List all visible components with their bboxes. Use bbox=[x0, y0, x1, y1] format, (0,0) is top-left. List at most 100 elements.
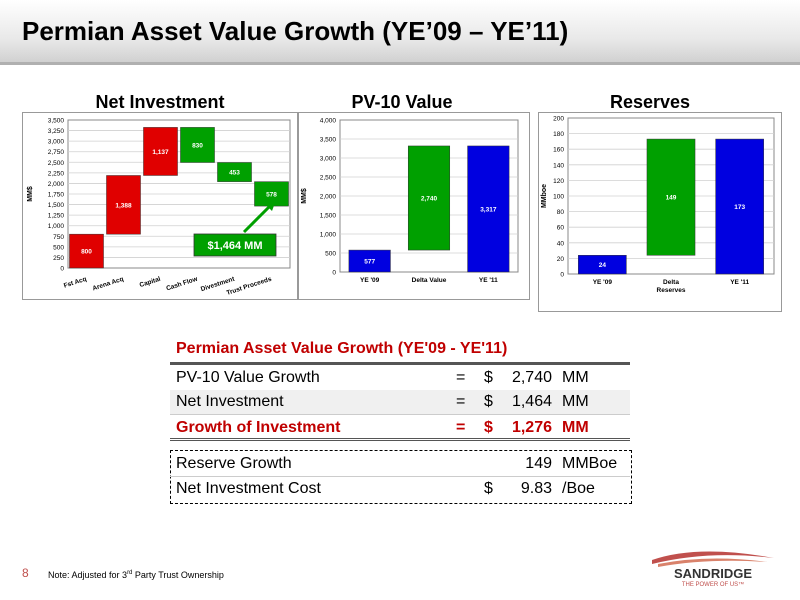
x-tick-label: YE '09 bbox=[360, 277, 380, 284]
bar-value-label: 800 bbox=[81, 249, 92, 256]
row-label: Net Investment Cost bbox=[176, 480, 321, 497]
callout-text: $1,464 MM bbox=[207, 240, 262, 252]
callout-arrowhead bbox=[265, 200, 276, 211]
bar-value-label: 1,388 bbox=[115, 202, 132, 209]
y-tick-label: 2,250 bbox=[48, 170, 65, 177]
bar-1 bbox=[646, 138, 696, 256]
bar-2 bbox=[715, 138, 764, 275]
y-tick-label: 180 bbox=[553, 131, 564, 138]
y-tick-label: 40 bbox=[557, 240, 565, 247]
y-tick-label: 500 bbox=[53, 244, 64, 251]
row-value: 9.83 bbox=[520, 480, 552, 497]
row-value: 1,464 bbox=[511, 393, 552, 410]
summary-row-net-investment-cost: Net Investment Cost $ 9.83 /Boe bbox=[170, 477, 630, 501]
callout-box bbox=[193, 233, 277, 257]
y-tick-label: 4,000 bbox=[320, 118, 337, 125]
reserves-chart: 0 20 40 60 80 100 120 140 160 180 200 MMboe 24 YE '09… bbox=[538, 112, 782, 312]
row-label: PV-10 Value Growth bbox=[176, 369, 320, 386]
row-currency: $ bbox=[484, 393, 493, 410]
summary-rule bbox=[170, 362, 630, 365]
bar-0 bbox=[69, 233, 104, 269]
summary-row-growth-of-investment: Growth of Investment = $ 1,276 MM bbox=[170, 416, 630, 441]
logo-wordmark: SANDRIDGE bbox=[674, 566, 752, 581]
bar-1 bbox=[407, 145, 451, 251]
summary-title: Permian Asset Value Growth (YE'09 - YE'1… bbox=[176, 340, 508, 357]
y-tick-label: 500 bbox=[325, 251, 336, 258]
row-equals: = bbox=[456, 419, 466, 436]
y-tick-label: 3,500 bbox=[48, 118, 65, 125]
row-equals: = bbox=[456, 369, 466, 386]
bar-value-label: 577 bbox=[364, 259, 375, 266]
bar-value-label: 24 bbox=[599, 262, 607, 269]
row-equals: = bbox=[456, 393, 466, 410]
y-tick-label: 1,750 bbox=[48, 192, 65, 199]
header-divider bbox=[0, 62, 800, 65]
row-value: 1,276 bbox=[511, 419, 552, 436]
y-tick-label: 3,250 bbox=[48, 128, 65, 135]
y-tick-label: 3,000 bbox=[320, 156, 337, 163]
summary-row-net-investment: Net Investment = $ 1,464 MM bbox=[170, 390, 630, 415]
y-tick-label: 1,500 bbox=[320, 213, 337, 220]
bar-value-label: 453 bbox=[229, 170, 240, 177]
bar-3 bbox=[180, 127, 215, 163]
y-tick-label: 2,500 bbox=[320, 175, 337, 182]
y-axis-label: MMboe bbox=[541, 184, 548, 208]
row-label: Net Investment bbox=[176, 393, 284, 410]
row-unit: MMBoe bbox=[562, 455, 618, 472]
y-tick-label: 3,500 bbox=[320, 137, 337, 144]
row-unit: /Boe bbox=[562, 480, 595, 497]
x-tick-label: YE '11 bbox=[730, 279, 749, 286]
chart-title-reserves: Reserves bbox=[609, 92, 691, 112]
y-tick-label: 0 bbox=[332, 270, 336, 277]
bar-0 bbox=[578, 255, 627, 275]
row-currency: $ bbox=[484, 419, 493, 436]
y-tick-label: 0 bbox=[560, 272, 564, 279]
chart-title-net-investment: Net Investment bbox=[95, 92, 225, 112]
y-tick-label: 160 bbox=[553, 147, 564, 154]
y-tick-label: 250 bbox=[53, 255, 64, 262]
y-tick-label: 1,000 bbox=[320, 232, 337, 239]
y-tick-label: 80 bbox=[557, 209, 565, 216]
page-title: Permian Asset Value Growth (YE’09 – YE’1… bbox=[22, 16, 569, 46]
bar-2 bbox=[143, 127, 178, 176]
bar-value-label: 173 bbox=[734, 204, 745, 211]
summary-row-reserve-growth: Reserve Growth 149 MMBoe bbox=[170, 452, 630, 477]
row-label: Growth of Investment bbox=[176, 419, 341, 436]
reserve-summary-box bbox=[170, 450, 632, 504]
y-tick-label: 100 bbox=[553, 194, 564, 201]
row-value: 149 bbox=[525, 455, 552, 472]
summary-row-pv10-growth: PV-10 Value Growth = $ 2,740 MM bbox=[170, 366, 630, 391]
y-tick-label: 2,000 bbox=[48, 181, 65, 188]
bar-2 bbox=[467, 145, 510, 273]
row-value: 2,740 bbox=[511, 369, 552, 386]
bar-value-label: 3,317 bbox=[480, 206, 497, 213]
pv10-value-chart: 0 500 1,000 1,500 2,000 2,500 3,000 3,500 4,000 M… bbox=[298, 112, 530, 300]
page-number: 8 bbox=[22, 566, 29, 580]
header-bar bbox=[0, 0, 800, 64]
y-tick-label: 2,000 bbox=[320, 194, 337, 201]
bar-value-label: 1,137 bbox=[152, 149, 169, 156]
row-currency: $ bbox=[484, 480, 493, 497]
y-tick-label: 120 bbox=[553, 178, 564, 185]
chart-title-pv10: PV-10 Value bbox=[351, 92, 453, 112]
row-unit: MM bbox=[562, 419, 589, 436]
row-currency: $ bbox=[484, 369, 493, 386]
footnote: Note: Adjusted for 3rd Party Trust Owner… bbox=[48, 570, 224, 580]
y-axis-label: MM$ bbox=[301, 188, 308, 204]
logo-swoosh-icon bbox=[652, 551, 774, 564]
y-tick-label: 1,250 bbox=[48, 213, 65, 220]
y-tick-label: 0 bbox=[60, 266, 64, 273]
net-investment-chart: 0 250 500 750 1,000 1,250 1,500 1,750 2,000 2,250… bbox=[22, 112, 298, 300]
y-tick-label: 3,000 bbox=[48, 139, 65, 146]
x-tick-label: YE '11 bbox=[479, 277, 498, 284]
bar-value-label: 149 bbox=[666, 195, 677, 202]
x-tick-label: Delta Reserves bbox=[657, 279, 686, 294]
bar-value-label: 578 bbox=[266, 191, 277, 198]
sandridge-logo: SANDRIDGE THE POWER OF US™ bbox=[652, 551, 774, 588]
y-tick-label: 60 bbox=[557, 225, 565, 232]
callout-arrow bbox=[242, 202, 274, 234]
row-label: Reserve Growth bbox=[176, 455, 292, 472]
y-tick-label: 20 bbox=[557, 256, 565, 263]
bar-0 bbox=[348, 249, 391, 273]
x-tick-label: YE '09 bbox=[593, 279, 613, 286]
